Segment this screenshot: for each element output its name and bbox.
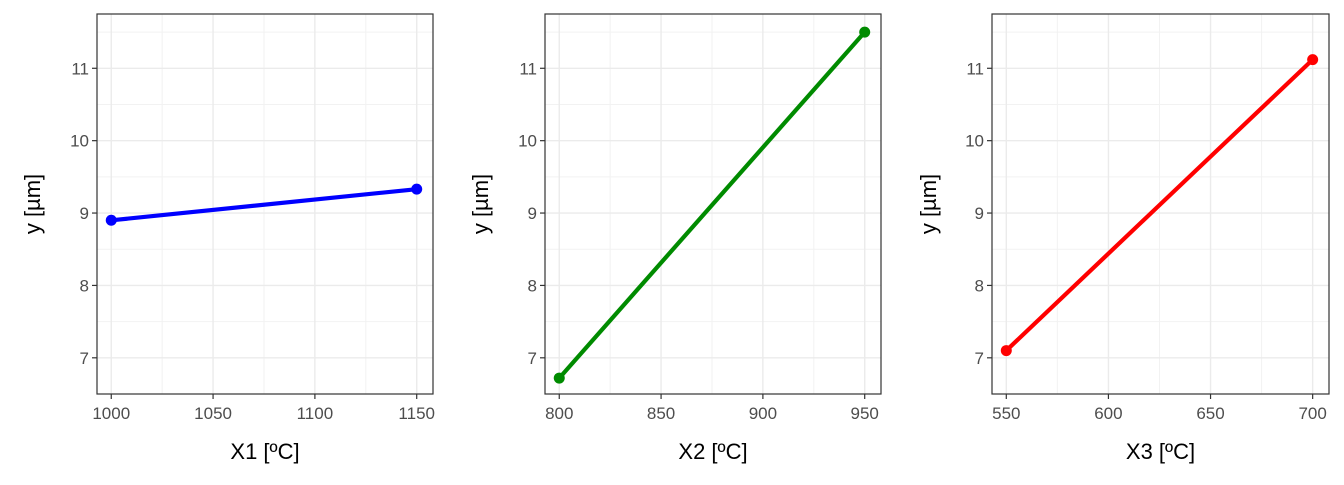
x-tick-label: 1050 [194,404,232,423]
y-tick-label: 10 [518,132,537,151]
y-tick-label: 9 [528,204,537,223]
x-tick-label: 800 [545,404,573,423]
y-tick-label: 8 [528,276,537,295]
y-tick-label: 9 [80,204,89,223]
series-line-3 [1004,57,1315,353]
y-tick-label: 11 [519,59,537,78]
data-point [1000,345,1012,357]
panel-1: 1000 1050 1100 1150 7 8 9 10 11 X1 [ºC] y [µm] [20,13,435,464]
x-tick-label: 900 [749,404,777,423]
x-axis-title-3: X3 [ºC] [1126,439,1195,464]
y-tick-label: 8 [975,276,984,295]
y-tick-label: 8 [80,276,89,295]
x-tick-label: 650 [1196,404,1224,423]
series-line-1 [109,187,419,223]
x-tick-label: 1000 [92,404,130,423]
y-tick-label: 7 [80,349,89,368]
y-tick-label: 7 [528,349,537,368]
x-tick-label: 550 [992,404,1020,423]
x-tick-label: 1100 [297,404,334,423]
y-axis-title-1: y [µm] [20,174,45,234]
x-tick-label: 950 [851,404,879,423]
panel-3-border [991,13,1330,395]
data-point [105,214,117,226]
panel-3: 550 600 650 700 7 8 9 10 11 X3 [ºC] y [µm] [916,13,1330,464]
y-axis-title-2: y [µm] [468,174,493,234]
y-tick-label: 10 [70,132,89,151]
panel-2: 800 850 900 950 7 8 9 10 11 X2 [ºC] y [µm] [468,13,882,464]
y-tick-label: 11 [71,59,89,78]
data-point [859,26,871,38]
y-axis-title-3: y [µm] [916,174,941,234]
data-point [411,183,423,195]
y-tick-label: 9 [975,204,984,223]
data-point [1307,54,1319,66]
x-tick-label: 600 [1094,404,1122,423]
series-line-2 [557,29,867,381]
x-axis-title-1: X1 [ºC] [230,439,299,464]
x-tick-label: 700 [1298,404,1326,423]
y-tick-label: 11 [966,59,984,78]
y-tick-label: 7 [975,349,984,368]
panel-2-border [544,13,882,395]
panel-1-border [96,13,434,395]
y-tick-label: 10 [965,132,984,151]
data-point [553,372,565,384]
x-tick-label: 1150 [398,404,435,423]
x-axis-title-2: X2 [ºC] [678,439,747,464]
x-tick-label: 850 [647,404,675,423]
